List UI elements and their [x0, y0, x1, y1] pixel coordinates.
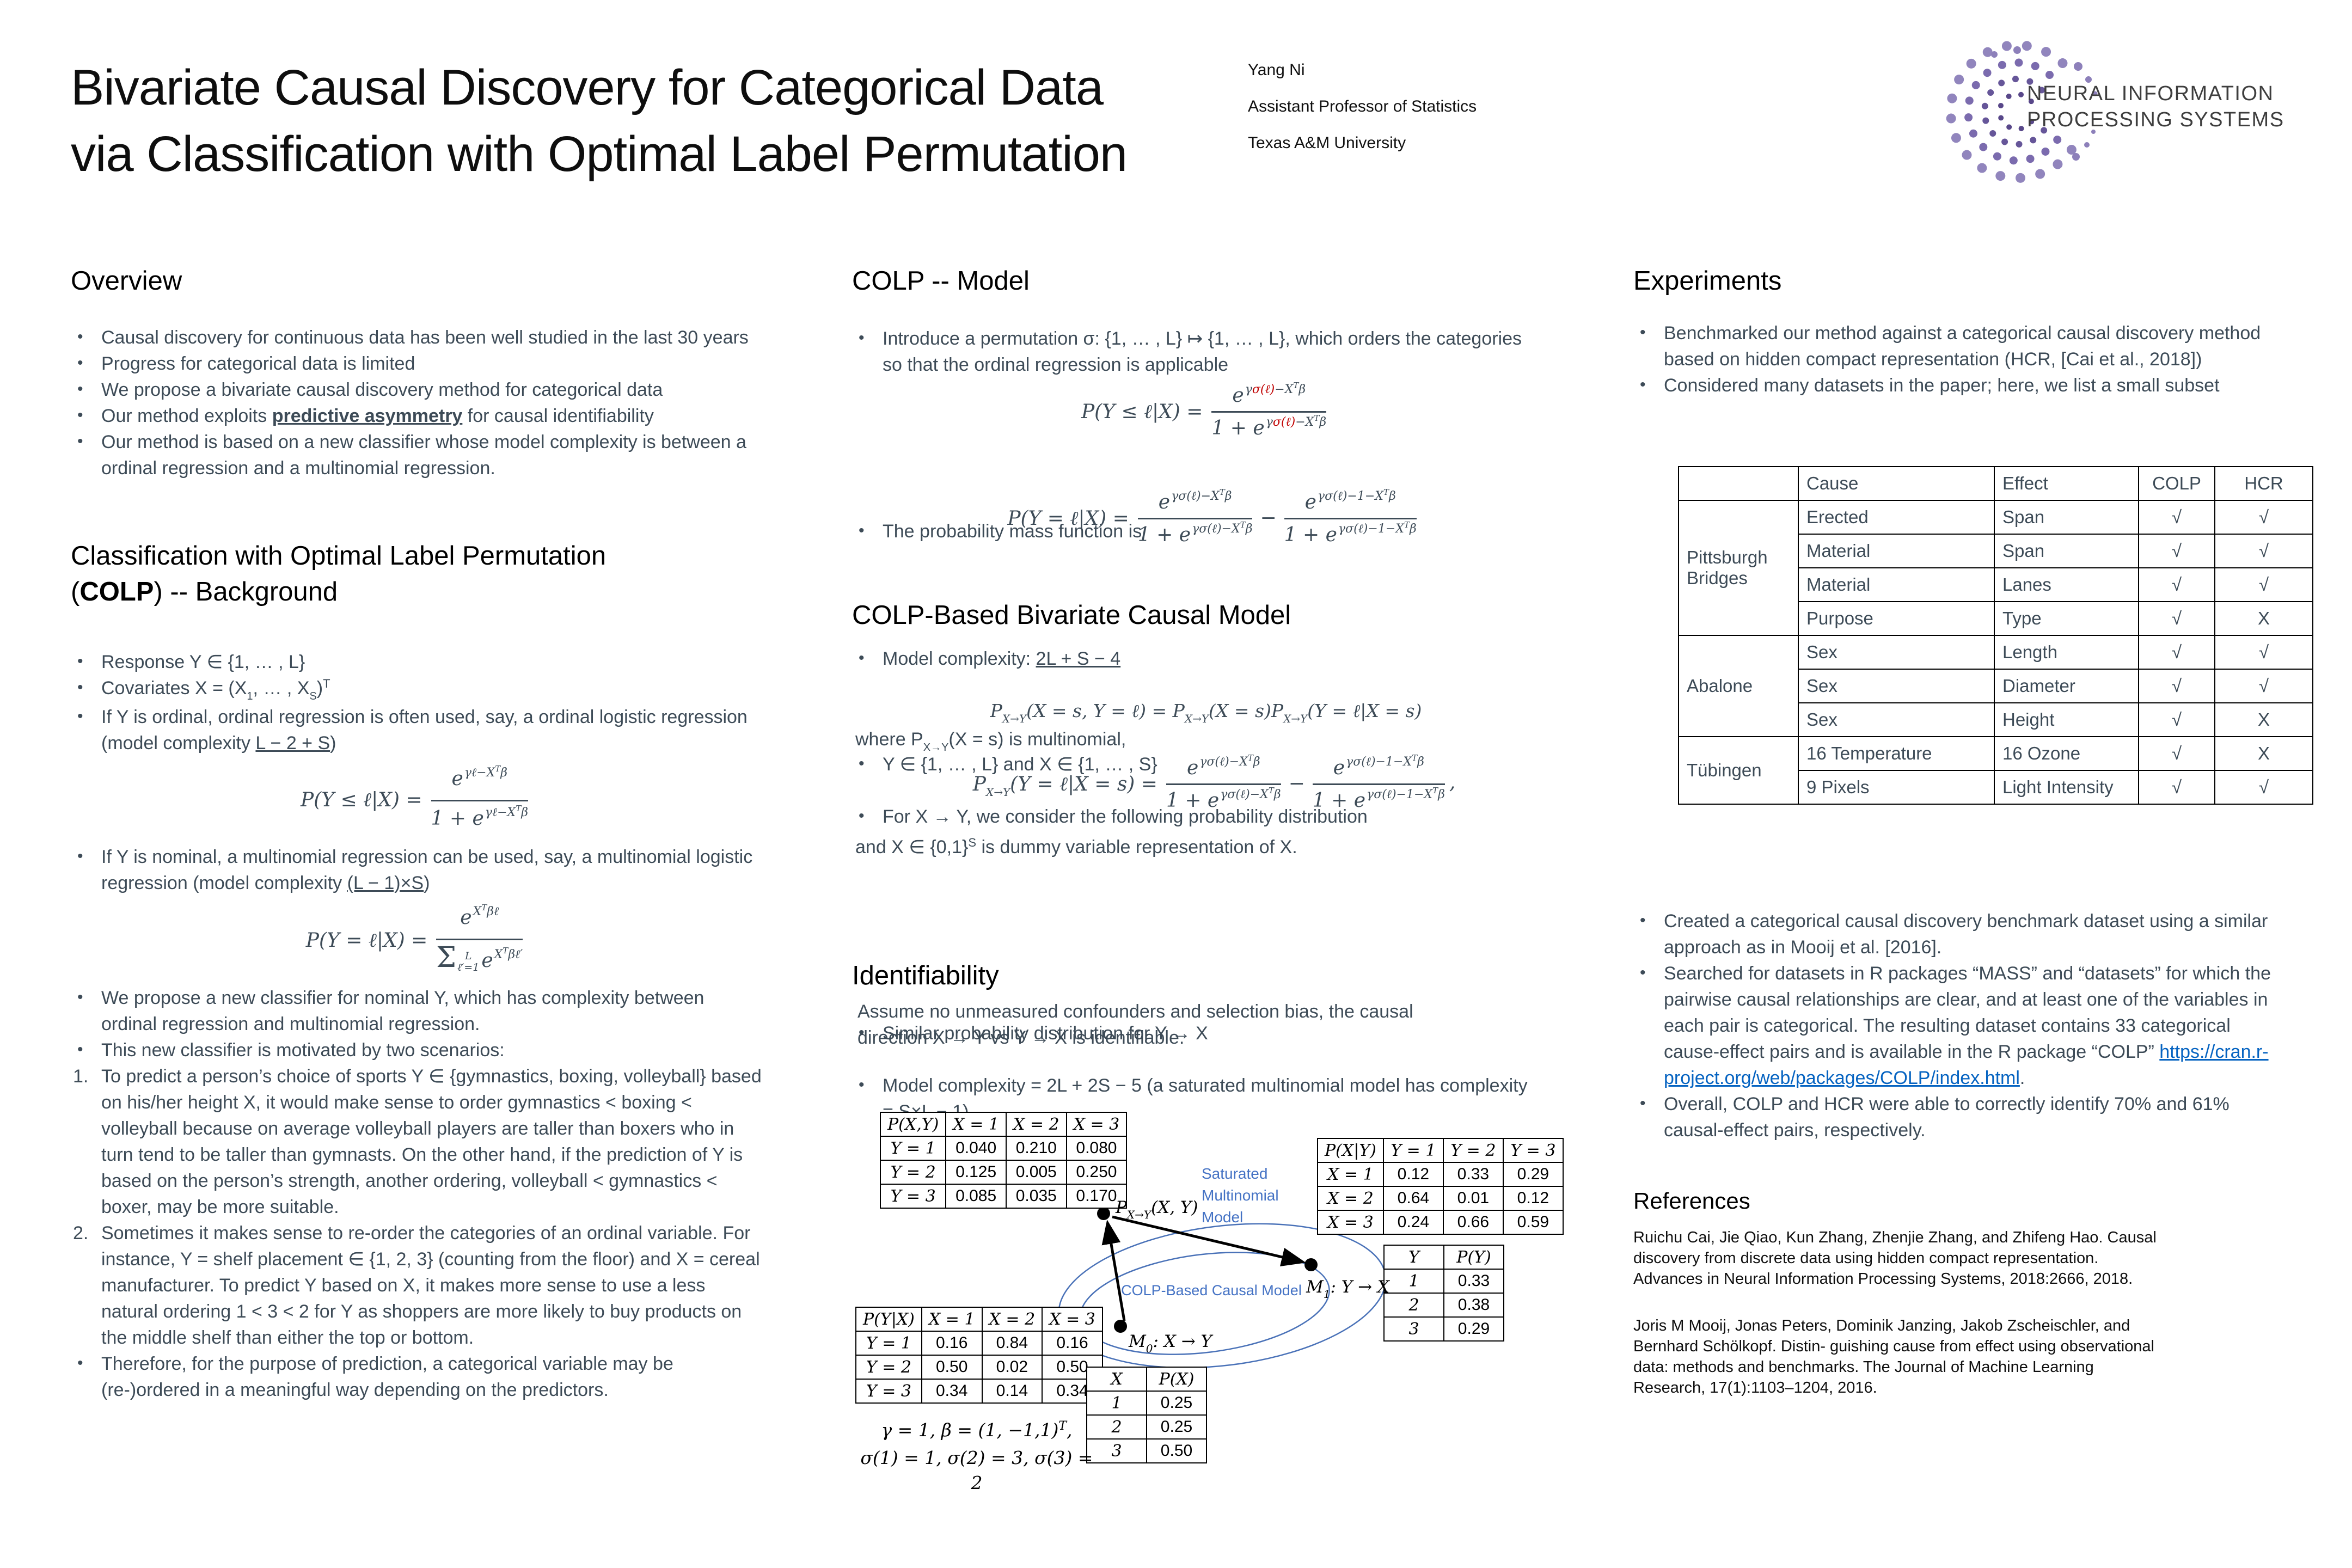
experiments-bullets-top: Benchmarked our method against a categor… — [1633, 320, 2287, 399]
m0-label: M0: X → Y — [1129, 1332, 1212, 1355]
pxy-point-label: PX→Y(X, Y) — [1116, 1198, 1198, 1221]
experiments-bullet-5: Overall, COLP and HCR were able to corre… — [1633, 1091, 2287, 1143]
projection-arrow-m0 — [1101, 1220, 1126, 1321]
colp-model-heading: COLP -- Model — [852, 266, 1030, 296]
colp-ordinal-formula: P(Y ≤ ℓ|X) = eγσ(ℓ)−XTβ 1 + eγσ(ℓ)−XTβ — [1081, 381, 1327, 439]
title-line-1: Bivariate Causal Discovery for Categoric… — [71, 60, 1104, 115]
colp-causal-bullet-4: Model complexity = 2L + 2S − 5 (a satura… — [852, 1072, 1536, 1125]
colp-model-label: COLP-Based Causal Model — [1121, 1282, 1302, 1298]
background-bullet-3: If Y is ordinal, ordinal regression is o… — [71, 703, 762, 756]
overview-bullet-4: Our method exploits predictive asymmetry… — [71, 402, 762, 429]
background-bullet-1: Response Y ∈ {1, … , L} — [71, 648, 762, 675]
colp-model-bullet-2: The probability mass function is — [852, 518, 1536, 544]
background-bullet-4: If Y is nominal, a multinomial regressio… — [71, 843, 762, 896]
identifiability-heading: Identifiability — [852, 961, 999, 990]
parameter-values-formula: γ = 1, β = (1, −1,1)T, σ(1) = 1, σ(2) = … — [860, 1419, 1093, 1493]
results-table: Cause Effect COLP HCR Pittsburgh Bridges Erec… — [1678, 466, 2313, 805]
background-content: Response Y ∈ {1, … , L} Covariates X = (… — [71, 648, 762, 1403]
colp-model-bullet-3: Model complexity: 2L + S − 4 — [852, 645, 1536, 672]
predictive-asymmetry-emphasis: predictive asymmetry — [272, 406, 463, 426]
pxy-point — [1097, 1207, 1110, 1220]
marginal-y-table-grid: Y P(Y) 1 0.33 2 0.38 3 0.29 — [1383, 1245, 1504, 1342]
results-table-grid: Cause Effect COLP HCR Pittsburgh Bridges Erec… — [1678, 466, 2313, 805]
marginal-x-table: X P(X) 1 0.25 2 0.25 3 0.50 — [1086, 1367, 1207, 1463]
experiments-bullet-2: Considered many datasets in the paper; h… — [1633, 372, 2287, 399]
colp-package-link[interactable]: https://cran.r-project.org/web/packages/… — [1664, 1042, 2269, 1088]
background-scenario-2: 2. Sometimes it makes sense to re-order t… — [73, 1223, 760, 1348]
colp-causal-bullet-3: Similar probability distribution for Y →… — [852, 1020, 1536, 1046]
where-multinomial-line: where PX→Y(X = s) is multinomial, — [855, 729, 1126, 754]
marginal-x-table-grid: X P(X) 1 0.25 2 0.25 3 0.50 — [1086, 1367, 1207, 1463]
saturated-model-label: Saturated Multinomial Model — [1202, 1165, 1279, 1226]
identifiability-text: Assume no unmeasured confounders and sel… — [857, 1001, 1413, 1048]
column-middle: COLP -- Model Introduce a permutation σ:… — [852, 0, 1576, 1568]
colp-causal-heading: COLP-Based Bivariate Causal Model — [852, 601, 1291, 630]
m1-point — [1304, 1258, 1318, 1271]
colp-causal-bullet-1: Y ∈ {1, … , L} and X ∈ {1, … , S} — [852, 751, 1536, 777]
column-right: Experiments Benchmarked our method again… — [1633, 0, 2341, 1568]
neurips-logo-text: NEURAL INFORMATION PROCESSING SYSTEMS — [2027, 81, 2284, 133]
experiments-heading: Experiments — [1633, 266, 1782, 296]
colp-pmf-formula: P(Y = ℓ|X) = eγσ(ℓ)−XTβ 1 + eγσ(ℓ)−XTβ − eγσ… — [1007, 487, 1417, 546]
neurips-logo: NEURAL INFORMATION PROCESSING SYSTEMS — [1930, 16, 2333, 201]
m1-label: M1: Y → X — [1306, 1277, 1389, 1301]
dummy-variable-line: and X ∈ {0,1}S is dummy variable represe… — [855, 836, 1297, 857]
overview-bullet-2: Progress for categorical data is limited — [71, 350, 762, 377]
background-scenario-1: 1. To predict a person’s choice of sports… — [73, 1066, 762, 1217]
author-block: Yang Ni Assistant Professor of Statistic… — [1248, 61, 1629, 170]
joint-factorization-formula: PX→Y(X = s, Y = ℓ) = PX→Y(X = s)PX→Y(Y =… — [990, 700, 1422, 725]
overview-bullet-3: We propose a bivariate causal discovery … — [71, 376, 762, 403]
marginal-y-table: Y P(Y) 1 0.33 2 0.38 3 0.29 — [1383, 1245, 1504, 1342]
ordinal-logistic-formula: P(Y ≤ ℓ|X) = eγℓ−XTβ 1 + eγℓ−XTβ — [301, 764, 528, 830]
author-role: Assistant Professor of Statistics — [1248, 97, 1477, 115]
neurips-logo-swirl-icon — [1945, 40, 2098, 183]
colp-causal-bullet-2: For X → Y, we consider the following pro… — [852, 803, 1536, 830]
overview-bullets: Causal discovery for continuous data has… — [71, 324, 762, 481]
background-bullet-7: Therefore, for the purpose of prediction… — [71, 1350, 762, 1403]
reference-1: Ruichu Cai, Jie Qiao, Kun Zhang, Zhenjie… — [1633, 1229, 2157, 1288]
title-line-2: via Classification with Optimal Label Pe… — [71, 126, 1128, 182]
experiments-bullet-4: Searched for datasets in R packages “MAS… — [1633, 960, 2287, 1091]
background-heading: Classification with Optimal Label Permut… — [71, 541, 607, 607]
overview-heading: Overview — [71, 266, 182, 296]
background-bullet-5: We propose a new classifier for nominal … — [71, 984, 762, 1037]
logo-line-2: PROCESSING SYSTEMS — [2027, 108, 2284, 131]
references-heading: References — [1633, 1188, 1750, 1214]
sigma-permutation-red: σ(ℓ) — [1252, 383, 1275, 396]
overview-bullet-5: Our method is based on a new classifier … — [71, 428, 762, 481]
page-title: Bivariate Causal Discovery for Categoric… — [71, 54, 1236, 187]
reference-2: Joris M Mooij, Jonas Peters, Dominik Jan… — [1633, 1317, 2154, 1396]
overview-bullet-1: Causal discovery for continuous data has… — [71, 324, 762, 351]
m0-point — [1114, 1320, 1127, 1333]
author-name: Yang Ni — [1248, 61, 1305, 79]
experiments-bullets-bottom: Created a categorical causal discovery b… — [1633, 908, 2287, 1143]
author-affiliation: Texas A&M University — [1248, 134, 1406, 152]
colp-model-bullet-1: Introduce a permutation σ: {1, … , L} ↦ … — [852, 325, 1536, 378]
background-bullet-6: This new classifier is motivated by two … — [71, 1037, 762, 1063]
experiments-bullet-1: Benchmarked our method against a categor… — [1633, 320, 2287, 372]
column-left: Overview Causal discovery for continuous… — [71, 0, 779, 1568]
logo-line-1: NEURAL INFORMATION — [2027, 82, 2274, 105]
conditional-colp-formula: PX→Y(Y = ℓ|X = s) = eγσ(ℓ)−XTβ 1 + eγσ(ℓ)−… — [972, 753, 1456, 812]
background-bullet-2: Covariates X = (X1, … , XS)T — [71, 675, 762, 704]
projection-arrow-m1 — [1112, 1215, 1306, 1266]
experiments-bullet-3: Created a categorical causal discovery b… — [1633, 908, 2287, 960]
